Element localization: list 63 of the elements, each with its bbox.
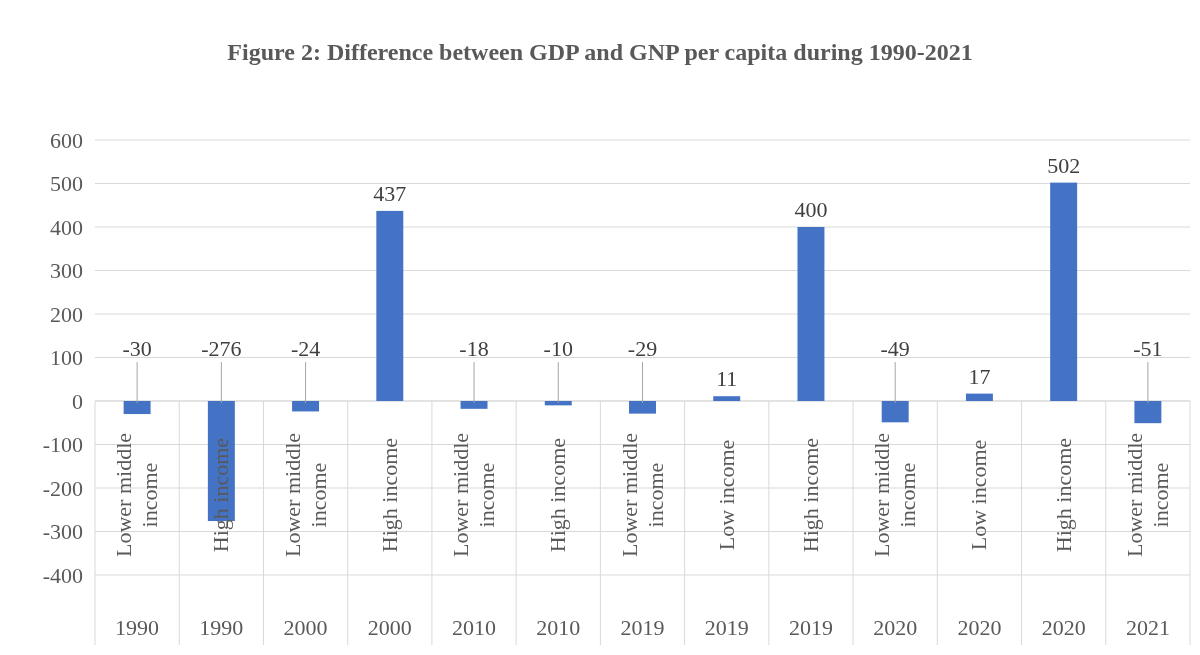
text: 2020 — [957, 615, 1002, 640]
bar — [629, 401, 656, 414]
data-label: 400 — [794, 197, 828, 222]
text: 1990 — [199, 615, 244, 640]
text: 2010 — [536, 615, 581, 640]
y-tick-label: -300 — [42, 519, 83, 545]
bar — [713, 396, 741, 401]
y-tick-label: 500 — [50, 171, 83, 197]
data-label: 502 — [1047, 152, 1081, 178]
text: 2019 — [788, 615, 833, 640]
bar — [292, 401, 320, 412]
data-label: -24 — [290, 336, 321, 361]
bar — [797, 227, 825, 401]
y-tick-label: 600 — [50, 127, 83, 153]
x-tick-label: High income — [376, 437, 402, 553]
y-tick-label: -200 — [42, 475, 83, 501]
bar — [544, 401, 572, 406]
x-tick-label: Low income — [966, 439, 992, 551]
text: 2019 — [704, 615, 749, 640]
data-label: -18 — [459, 336, 489, 361]
x-tick-label: High income — [797, 437, 823, 553]
chart-title: Figure 2: Difference between GDP and GNP per capita during 1990-2021 — [227, 39, 973, 65]
x-tick-label: Lower middle income — [869, 432, 921, 558]
bar — [965, 393, 993, 401]
x-tick-label: Lower middle income — [111, 432, 163, 558]
x-tick-label: Lower middle income — [1121, 432, 1173, 558]
data-label: -51 — [1133, 336, 1163, 361]
data-label: -30 — [122, 336, 152, 361]
text: 2010 — [452, 615, 497, 640]
text: 1990 — [115, 615, 160, 640]
x-tick-label: Lower middle income — [279, 432, 331, 558]
x-tick-label: Low income — [713, 439, 739, 551]
bar — [123, 401, 151, 415]
bar — [1050, 182, 1078, 401]
text: 2000 — [283, 615, 328, 640]
data-label: 17 — [968, 363, 991, 389]
y-tick-label: 0 — [72, 388, 83, 414]
text: 2020 — [873, 615, 918, 640]
text: 2021 — [1125, 615, 1170, 640]
data-label: -276 — [201, 336, 242, 361]
y-tick-label: 200 — [50, 301, 83, 327]
bar — [460, 401, 488, 409]
x-tick-label: High income — [1050, 437, 1076, 553]
y-tick-label: -100 — [42, 432, 83, 458]
text: 2019 — [620, 615, 665, 640]
bar — [376, 210, 404, 401]
x-tick-label: High income — [208, 437, 234, 553]
bar — [881, 401, 909, 423]
x-tick-label: Lower middle income — [448, 432, 500, 558]
data-label: -49 — [880, 336, 910, 361]
y-tick-label: 100 — [50, 345, 83, 371]
data-label: 437 — [373, 180, 407, 206]
text: 2000 — [367, 615, 412, 640]
bar — [1134, 401, 1162, 424]
data-label: 11 — [716, 366, 738, 392]
x-tick-label: Lower middle income — [616, 432, 668, 558]
y-tick-label: 300 — [50, 258, 83, 284]
x-tick-label: High income — [545, 437, 571, 553]
y-tick-label: -400 — [42, 562, 83, 588]
data-label: -10 — [543, 336, 573, 361]
y-tick-label: 400 — [50, 214, 83, 240]
text: 2020 — [1041, 615, 1086, 640]
data-label: -29 — [627, 336, 658, 361]
